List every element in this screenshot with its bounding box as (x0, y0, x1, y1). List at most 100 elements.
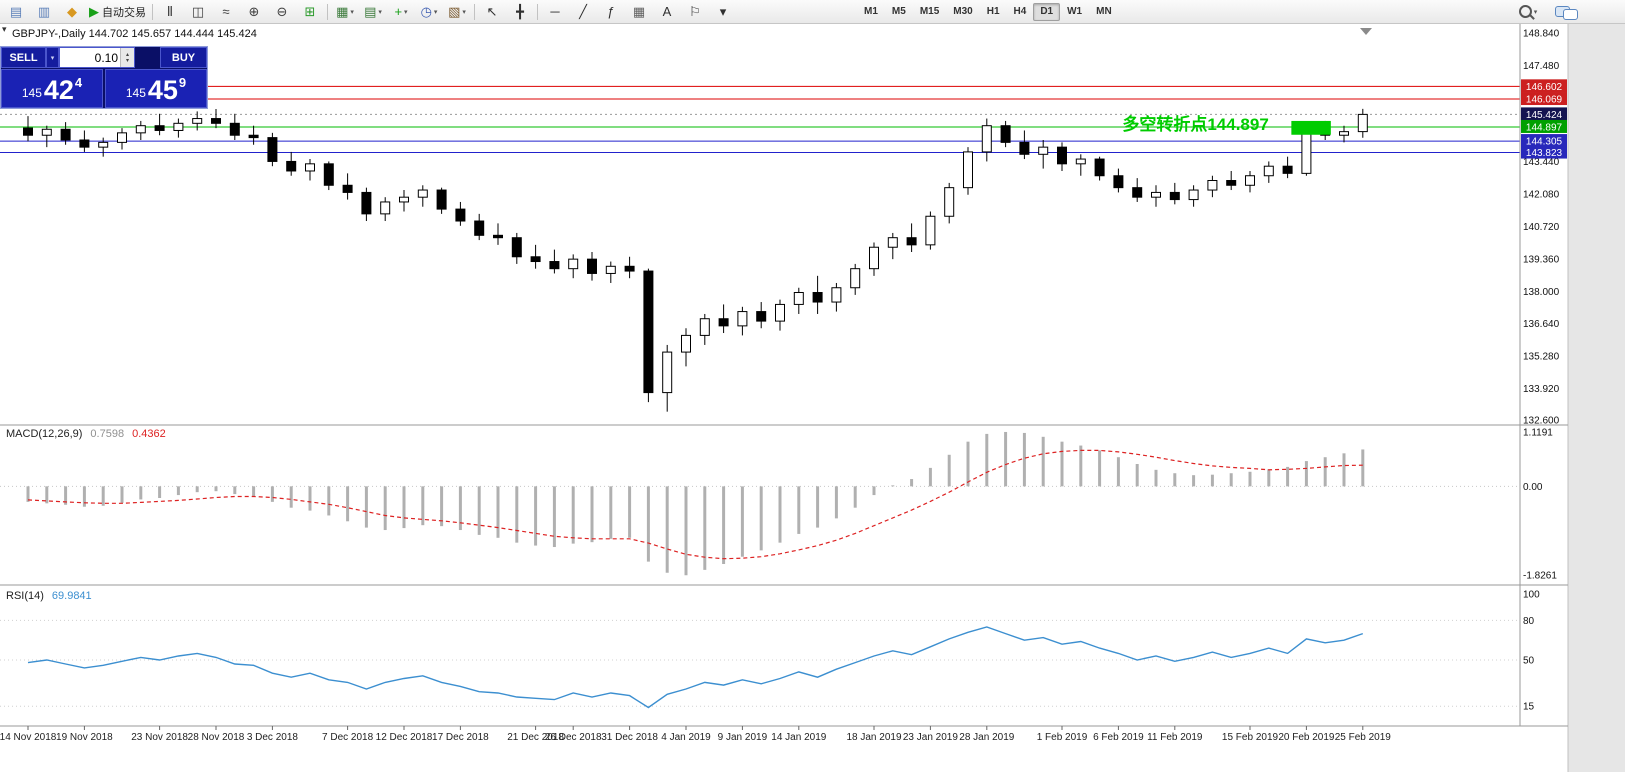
date-label: 7 Dec 2018 (322, 732, 374, 743)
candle (812, 275, 823, 314)
tile-windows-icon[interactable]: ⊞ (296, 1, 324, 23)
macd-label: MACD(12,26,9) 0.7598 0.4362 (6, 428, 166, 440)
rsi-label: RSI(14) 69.9841 (6, 590, 92, 602)
macd-tick: 1.1191 (1523, 428, 1553, 439)
ask-price-box[interactable]: 145 45 9 (105, 69, 207, 108)
grid-icon[interactable]: ▦ (625, 1, 653, 23)
bar-chart-icon[interactable]: Ⅱ (156, 1, 184, 23)
price-axis[interactable]: 148.840 147.480 143.440 142.080 140.720 139.3… (1519, 24, 1567, 726)
profiles-icon[interactable]: ▤ ▾ (359, 1, 387, 23)
candle (1132, 178, 1143, 202)
zoom-out-icon[interactable]: ⊖ (268, 1, 296, 23)
autotrading-button[interactable]: ▶ 自动交易 (86, 1, 149, 23)
candle (643, 268, 654, 403)
cursor-icon[interactable]: ↖ (478, 1, 506, 23)
periods-icon[interactable]: ◷ ▾ (415, 1, 443, 23)
chat-icon[interactable] (1552, 1, 1581, 23)
timeframe-mn[interactable]: MN (1089, 3, 1119, 21)
candle (699, 313, 710, 345)
shapes-icon[interactable]: ▾ (709, 1, 737, 23)
horizontal-line-icon[interactable]: ─ (541, 1, 569, 23)
timeframe-h4[interactable]: H4 (1007, 3, 1034, 21)
line-chart-icon[interactable]: ≈ (212, 1, 240, 23)
one-click-toggle-icon[interactable]: ▾ (2, 24, 7, 34)
search-icon[interactable]: ▾ (1514, 1, 1542, 23)
annotation-text[interactable]: 多空转折点144.897 (1122, 114, 1268, 134)
annotation-rectangle[interactable] (1291, 120, 1331, 135)
timeframe-w1[interactable]: W1 (1060, 3, 1089, 21)
trendline-icon[interactable]: ╱ (569, 1, 597, 23)
chart-window: 多空转折点144.897 MACD(12,26,9) 0.7598 0.4362 RSI… (0, 24, 1625, 772)
lot-increase-icon[interactable]: ▴ (125, 51, 129, 58)
candle (173, 118, 184, 138)
candle (23, 116, 33, 142)
timeframe-m1[interactable]: M1 (857, 3, 885, 21)
crosshair-icon[interactable]: ╋ (506, 1, 534, 23)
label-icon[interactable]: ⚐ (681, 1, 709, 23)
timeframe-m15[interactable]: M15 (913, 3, 946, 21)
trade-panel-controls: SELL ▾ ▴ ▾ BUY (1, 47, 207, 68)
text-icon[interactable]: A (653, 1, 681, 23)
new-order-icon[interactable]: ▤ (2, 1, 30, 23)
candle (793, 287, 804, 314)
chart-shift-marker-icon[interactable] (1360, 28, 1372, 35)
crosshair-icon: ╋ (516, 3, 524, 19)
price-badge (1521, 145, 1567, 159)
horizontal-line-icon: ─ (550, 4, 560, 19)
date-label: 23 Nov 2018 (131, 732, 188, 743)
macd-tick: 0.00 (1523, 482, 1543, 493)
candle (41, 125, 52, 148)
candle (1207, 175, 1218, 198)
line-chart-icon: ≈ (222, 4, 230, 19)
time-axis[interactable]: 14 Nov 2018 19 Nov 2018 23 Nov 2018 28 Nov … (0, 726, 1391, 743)
right-margin-panel (1568, 24, 1625, 772)
timeframe-toolbar: M1 M5 M15 M30 H1 H4 D1 W1 MN (857, 2, 1119, 21)
candle (229, 113, 240, 140)
indicators-icon: + (394, 4, 403, 19)
lot-decrease-icon[interactable]: ▾ (125, 57, 129, 64)
candle (305, 159, 315, 181)
candle (79, 130, 90, 152)
candle (380, 197, 391, 222)
rsi-indicator[interactable]: RSI(14) 69.9841 (0, 590, 1520, 709)
macd-indicator[interactable]: MACD(12,26,9) 0.7598 0.4362 (0, 428, 1520, 576)
periods-icon: ◷ (420, 3, 432, 19)
date-label: 1 Feb 2019 (1037, 732, 1088, 743)
date-label: 21 Dec 2018 (507, 732, 564, 743)
candle (775, 299, 785, 331)
new-chart-icon[interactable]: ▦ ▾ (331, 1, 359, 23)
lot-dropdown-icon[interactable]: ▾ (46, 47, 59, 68)
fibonacci-icon: ƒ (607, 4, 615, 19)
candle (342, 173, 353, 200)
toolbar-separator (327, 3, 328, 20)
candle (1282, 156, 1293, 179)
timeframe-d1[interactable]: D1 (1033, 2, 1061, 21)
templates-icon[interactable]: ▧ ▾ (443, 1, 471, 23)
zoom-in-icon[interactable]: ⊕ (240, 1, 268, 23)
candlestick-chart-icon[interactable]: ◫ (184, 1, 212, 23)
price-badge-text: 144.897 (1526, 122, 1563, 133)
toolbar-separator (474, 3, 475, 20)
sell-button[interactable]: SELL (1, 47, 46, 68)
date-label: 4 Jan 2019 (661, 732, 711, 743)
bid-price-box[interactable]: 145 42 4 (1, 69, 103, 108)
candle (605, 261, 616, 283)
metaquotes-icon[interactable]: ◆ (58, 1, 86, 23)
charts-grid-icon[interactable]: ▥ (30, 1, 58, 23)
chevron-down-icon: ▾ (404, 8, 408, 16)
date-label: 26 Dec 2018 (545, 732, 602, 743)
timeframe-m5[interactable]: M5 (885, 3, 913, 21)
price-badge-text: 145.424 (1526, 110, 1563, 121)
lot-size-input[interactable] (60, 48, 120, 67)
chart-canvas[interactable]: 多空转折点144.897 MACD(12,26,9) 0.7598 0.4362 RSI… (0, 24, 1625, 772)
buy-button[interactable]: BUY (160, 47, 207, 68)
price-badge (1521, 107, 1567, 121)
fibonacci-icon[interactable]: ƒ (597, 1, 625, 23)
timeframe-h1[interactable]: H1 (980, 3, 1007, 21)
date-label: 19 Nov 2018 (56, 732, 113, 743)
candlestick-chart-icon: ◫ (191, 3, 205, 19)
timeframe-m30[interactable]: M30 (946, 3, 979, 21)
indicators-icon[interactable]: + ▾ (387, 1, 415, 23)
